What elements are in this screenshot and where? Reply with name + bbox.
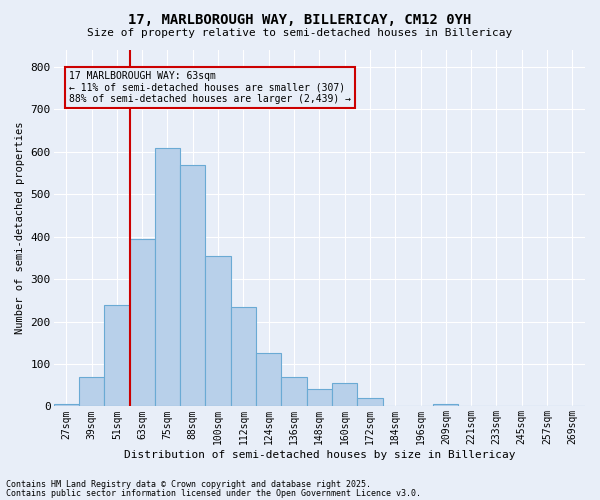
Bar [357,398,383,406]
Bar [281,376,307,406]
Text: 17 MARLBOROUGH WAY: 63sqm
← 11% of semi-detached houses are smaller (307)
88% of: 17 MARLBOROUGH WAY: 63sqm ← 11% of semi-… [69,71,351,104]
Text: Contains public sector information licensed under the Open Government Licence v3: Contains public sector information licen… [6,488,421,498]
Text: 17, MARLBOROUGH WAY, BILLERICAY, CM12 0YH: 17, MARLBOROUGH WAY, BILLERICAY, CM12 0Y… [128,12,472,26]
Bar [332,383,357,406]
Bar [205,256,231,406]
Bar [180,164,205,406]
Bar [433,404,458,406]
Bar [256,354,281,406]
Text: Size of property relative to semi-detached houses in Billericay: Size of property relative to semi-detach… [88,28,512,38]
Bar [231,306,256,406]
Bar [130,239,155,406]
Bar [79,376,104,406]
Y-axis label: Number of semi-detached properties: Number of semi-detached properties [15,122,25,334]
Bar [155,148,180,406]
X-axis label: Distribution of semi-detached houses by size in Billericay: Distribution of semi-detached houses by … [124,450,515,460]
Text: Contains HM Land Registry data © Crown copyright and database right 2025.: Contains HM Land Registry data © Crown c… [6,480,371,489]
Bar [307,390,332,406]
Bar [53,404,79,406]
Bar [104,304,130,406]
